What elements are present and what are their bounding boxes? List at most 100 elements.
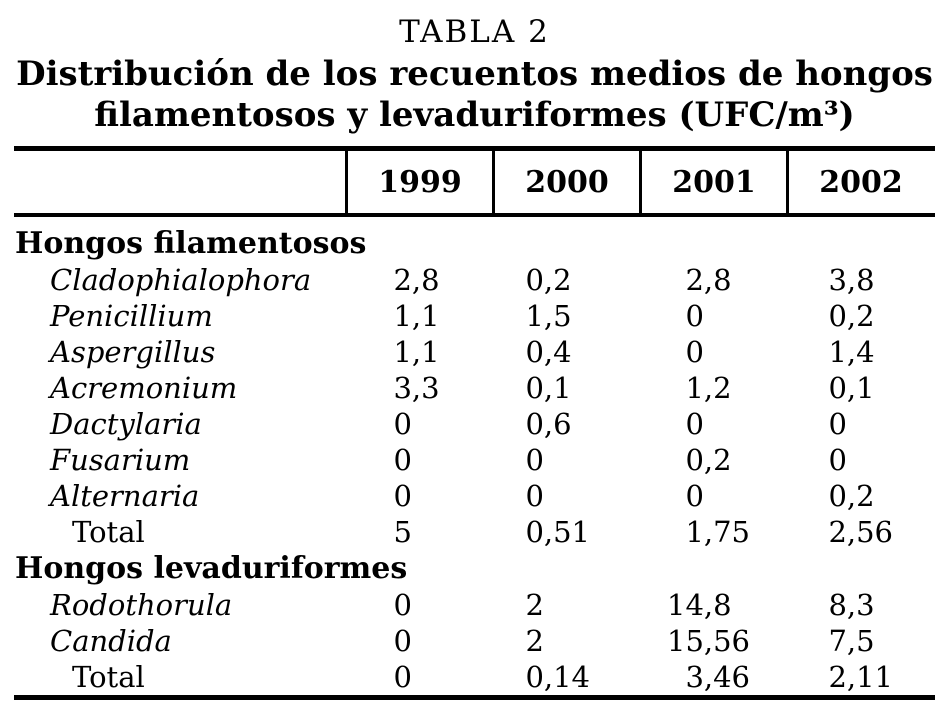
value-decimal-part: ,8 bbox=[703, 588, 732, 622]
value-cell: 0 bbox=[492, 478, 639, 514]
table-label: TABLA 2 bbox=[399, 14, 550, 50]
value-integer-part: 2 bbox=[828, 515, 847, 549]
table-title-line-1: Distribución de los recuentos medios de … bbox=[16, 54, 933, 94]
value-cell: 0 bbox=[345, 442, 492, 478]
value-cell: 0 bbox=[639, 298, 786, 334]
value-cell: 14,8 bbox=[639, 587, 786, 623]
value-cell: 0,6 bbox=[492, 406, 639, 442]
section-header-label: Hongos filamentosos bbox=[15, 226, 367, 261]
value-cell: 1,2 bbox=[639, 370, 786, 406]
value-decimal-part: ,14 bbox=[543, 660, 591, 694]
data-table: 1999 2000 2001 2002 Hongos filamentosos C… bbox=[14, 146, 935, 700]
value-cell: 3,3 bbox=[345, 370, 492, 406]
value-cell: 0 bbox=[639, 406, 786, 442]
value-cell: 0,2 bbox=[786, 298, 933, 334]
value-cell: 7,5 bbox=[786, 623, 933, 659]
value-decimal-part: ,8 bbox=[411, 263, 440, 297]
value-integer-part: 0 bbox=[393, 443, 412, 477]
table-row: Alternaria 0 0 0 0,2 bbox=[14, 478, 935, 514]
value-integer-part: 14 bbox=[667, 588, 704, 622]
value-integer-part: 0 bbox=[828, 479, 847, 513]
row-label-genus: Acremonium bbox=[50, 371, 238, 405]
year-column-header: 2001 bbox=[639, 151, 786, 213]
value-integer-part: 0 bbox=[685, 479, 704, 513]
value-cell: 1,4 bbox=[786, 334, 933, 370]
value-cell: 2 bbox=[492, 623, 639, 659]
row-label-genus: Dactylaria bbox=[50, 407, 202, 441]
table-row: Penicillium 1,1 1,5 0 0,2 bbox=[14, 298, 935, 334]
table-title-line-2: filamentosos y levaduriformes (UFC/m³) bbox=[94, 95, 855, 135]
value-cell: 0,2 bbox=[786, 478, 933, 514]
value-decimal-part: ,75 bbox=[703, 515, 751, 549]
value-cell: 3,46 bbox=[639, 659, 786, 695]
value-cell: 2,56 bbox=[786, 514, 933, 550]
value-integer-part: 0 bbox=[828, 299, 847, 333]
value-integer-part: 2 bbox=[525, 624, 544, 658]
value-integer-part: 0 bbox=[828, 371, 847, 405]
value-integer-part: 15 bbox=[667, 624, 704, 658]
value-cell: 2 bbox=[492, 587, 639, 623]
table-row: Fusarium 0 0 0,2 0 bbox=[14, 442, 935, 478]
value-integer-part: 0 bbox=[393, 479, 412, 513]
value-integer-part: 0 bbox=[393, 624, 412, 658]
value-integer-part: 0 bbox=[525, 479, 544, 513]
value-decimal-part: ,56 bbox=[703, 624, 751, 658]
value-decimal-part: ,5 bbox=[846, 624, 875, 658]
value-integer-part: 0 bbox=[525, 407, 544, 441]
section-header-row: Hongos levaduriformes bbox=[14, 550, 935, 587]
value-cell: 0 bbox=[639, 334, 786, 370]
value-cell: 0 bbox=[786, 442, 933, 478]
row-label-genus: Penicillium bbox=[50, 299, 213, 333]
value-decimal-part: ,4 bbox=[846, 335, 875, 369]
year-column-header: 1999 bbox=[345, 151, 492, 213]
table-row: Rodothorula 0 2 14,8 8,3 bbox=[14, 587, 935, 623]
row-label-genus: Rodothorula bbox=[50, 588, 233, 622]
value-decimal-part: ,3 bbox=[846, 588, 875, 622]
value-cell: 0,1 bbox=[786, 370, 933, 406]
value-decimal-part: ,6 bbox=[543, 407, 572, 441]
value-cell: 0 bbox=[345, 406, 492, 442]
value-decimal-part: ,4 bbox=[543, 335, 572, 369]
value-decimal-part: ,46 bbox=[703, 660, 751, 694]
table-body: Hongos filamentosos Cladophialophora 2,8 0,… bbox=[14, 217, 935, 695]
table-row: Total 0 0,14 3,46 2,11 bbox=[14, 659, 935, 695]
value-cell: 0 bbox=[345, 659, 492, 695]
value-integer-part: 0 bbox=[393, 407, 412, 441]
value-cell: 0 bbox=[345, 478, 492, 514]
value-integer-part: 0 bbox=[393, 660, 412, 694]
year-column-header: 2000 bbox=[492, 151, 639, 213]
value-decimal-part: ,2 bbox=[703, 443, 732, 477]
value-decimal-part: ,51 bbox=[543, 515, 591, 549]
table-caption: TABLA 2 Distribución de los recuentos me… bbox=[0, 0, 949, 136]
value-cell: 0,14 bbox=[492, 659, 639, 695]
value-integer-part: 1 bbox=[525, 299, 544, 333]
value-cell: 2,8 bbox=[639, 262, 786, 298]
value-cell: 0,2 bbox=[492, 262, 639, 298]
value-integer-part: 0 bbox=[525, 515, 544, 549]
value-integer-part: 0 bbox=[525, 443, 544, 477]
value-integer-part: 3 bbox=[685, 660, 704, 694]
value-integer-part: 0 bbox=[685, 299, 704, 333]
value-integer-part: 1 bbox=[828, 335, 847, 369]
row-label-genus: Alternaria bbox=[50, 479, 200, 513]
value-cell: 0 bbox=[345, 587, 492, 623]
value-cell: 5 bbox=[345, 514, 492, 550]
value-integer-part: 0 bbox=[393, 588, 412, 622]
value-cell: 15,56 bbox=[639, 623, 786, 659]
value-integer-part: 7 bbox=[828, 624, 847, 658]
value-cell: 0,2 bbox=[639, 442, 786, 478]
value-integer-part: 0 bbox=[685, 443, 704, 477]
table-row: Acremonium 3,3 0,1 1,2 0,1 bbox=[14, 370, 935, 406]
column-header-stub bbox=[14, 151, 345, 213]
value-integer-part: 0 bbox=[828, 443, 847, 477]
value-decimal-part: ,1 bbox=[411, 299, 440, 333]
table-row: Cladophialophora 2,8 0,2 2,8 3,8 bbox=[14, 262, 935, 298]
row-label-genus: Candida bbox=[50, 624, 172, 658]
value-integer-part: 0 bbox=[525, 335, 544, 369]
value-cell: 2,11 bbox=[786, 659, 933, 695]
row-label-total: Total bbox=[72, 515, 145, 549]
value-integer-part: 0 bbox=[525, 660, 544, 694]
value-integer-part: 0 bbox=[685, 335, 704, 369]
value-integer-part: 0 bbox=[525, 371, 544, 405]
